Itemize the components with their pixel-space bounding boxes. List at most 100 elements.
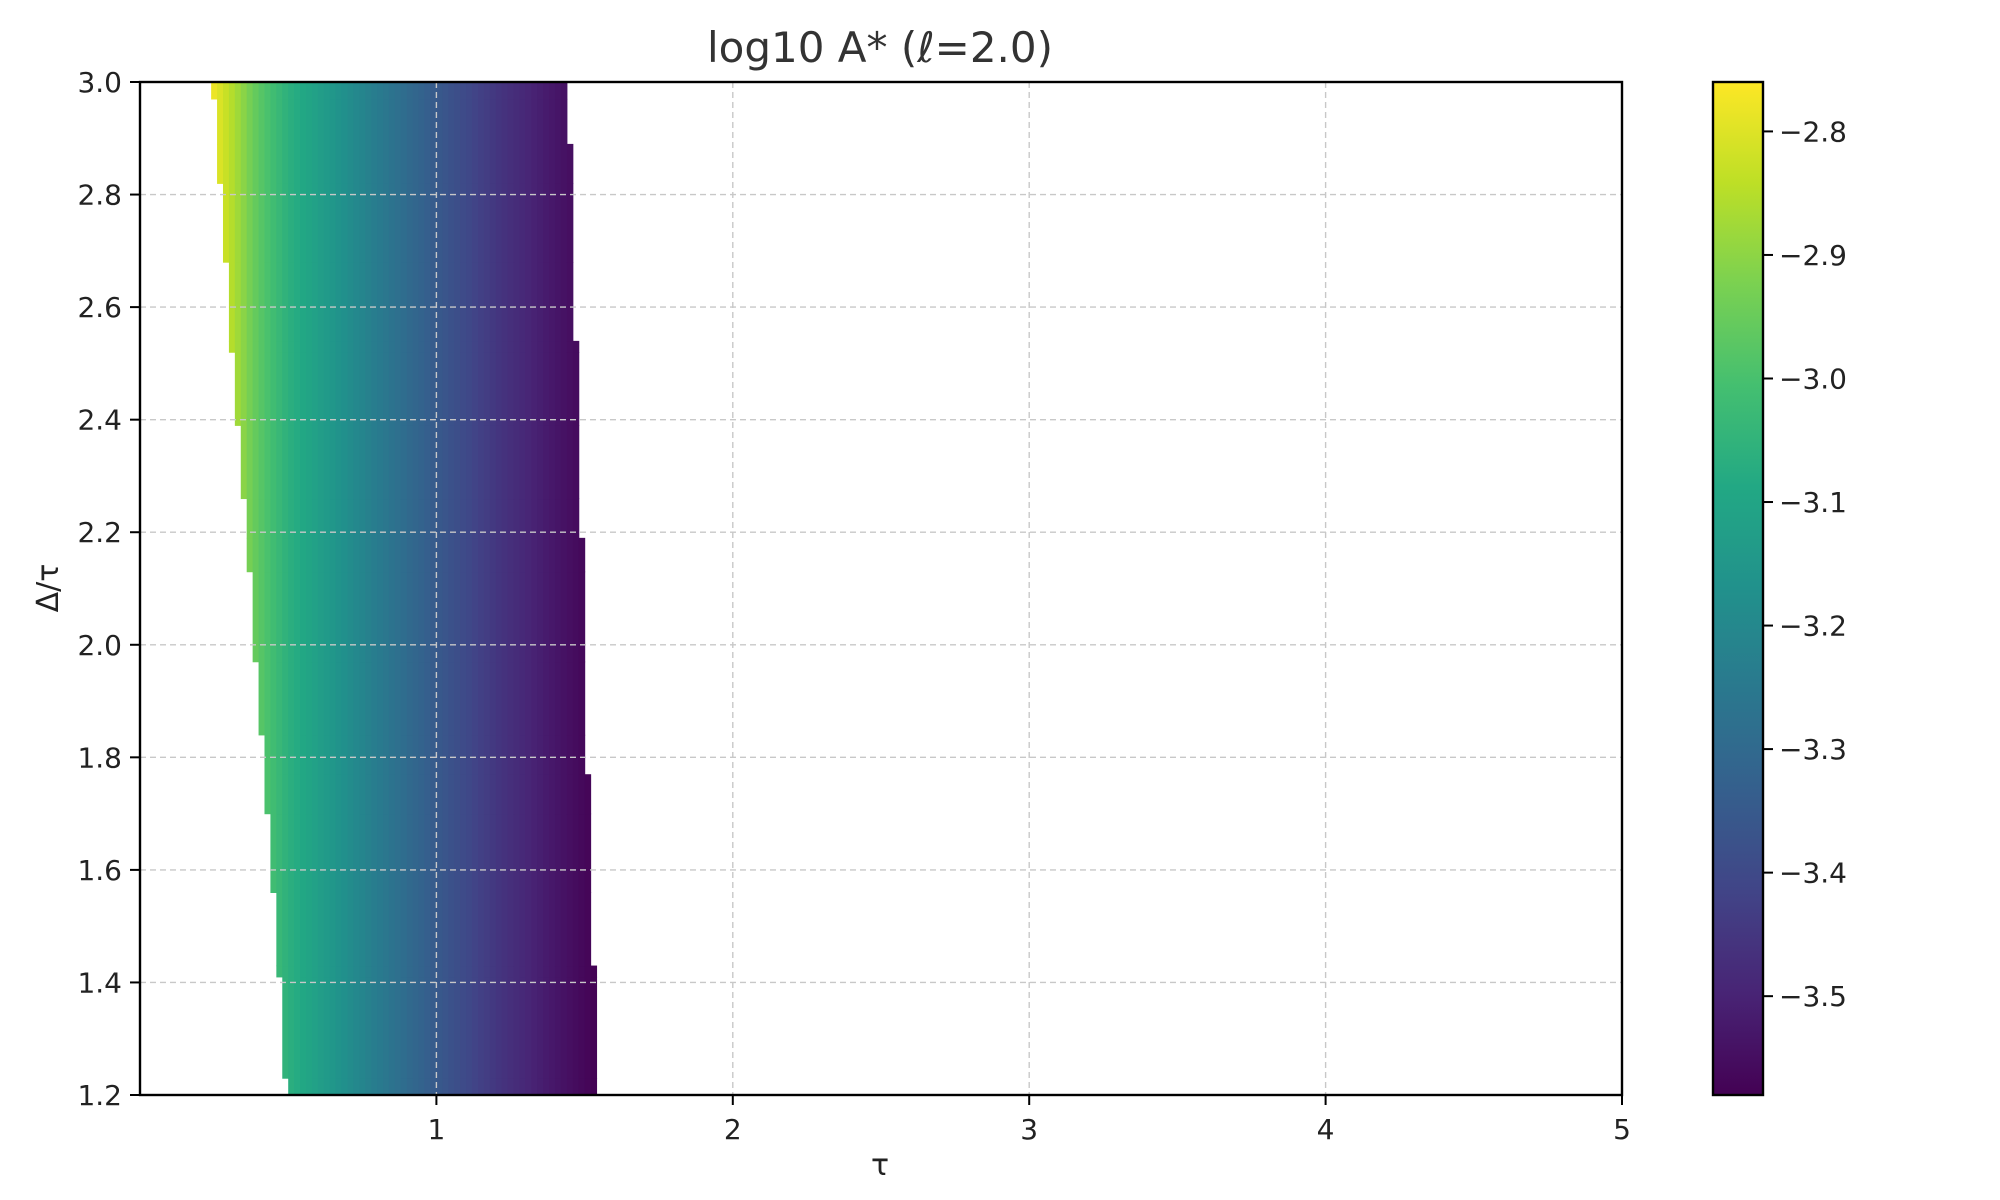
heatmap-cell bbox=[501, 183, 509, 263]
heatmap-cell bbox=[525, 82, 532, 100]
heatmap-cell bbox=[270, 661, 277, 736]
heatmap-cell bbox=[412, 352, 420, 426]
heatmap-cell bbox=[477, 813, 485, 893]
heatmap-cell bbox=[460, 143, 467, 184]
heatmap-cell bbox=[305, 734, 313, 775]
heatmap-cell bbox=[365, 571, 372, 663]
heatmap-cell bbox=[560, 571, 568, 663]
heatmap-cell bbox=[578, 734, 586, 775]
heatmap-cell bbox=[471, 425, 479, 500]
heatmap-cell bbox=[294, 571, 301, 663]
heatmap-cell bbox=[418, 340, 426, 353]
heatmap-cell bbox=[424, 571, 432, 663]
heatmap-cell bbox=[394, 498, 402, 539]
heatmap-cell bbox=[442, 183, 449, 263]
heatmap-cell bbox=[377, 352, 384, 426]
heatmap-cell bbox=[359, 1078, 366, 1096]
heatmap-cell bbox=[394, 183, 402, 263]
heatmap-cell bbox=[560, 498, 568, 539]
heatmap-cell bbox=[578, 537, 586, 573]
heatmap-cell bbox=[388, 813, 396, 893]
heatmap-cell bbox=[294, 262, 301, 342]
heatmap-cell bbox=[282, 340, 289, 353]
heatmap-cell bbox=[341, 965, 349, 978]
heatmap-cell bbox=[294, 82, 301, 100]
heatmap-cell bbox=[359, 262, 366, 342]
heatmap-cell bbox=[566, 498, 574, 539]
heatmap-cell bbox=[483, 537, 491, 573]
chart-title: log10 A* (ℓ=2.0) bbox=[707, 23, 1053, 72]
heatmap-cell bbox=[288, 537, 295, 573]
heatmap-cell bbox=[471, 734, 479, 775]
heatmap-cell bbox=[222, 143, 230, 184]
heatmap-cell bbox=[531, 352, 538, 426]
heatmap-cell bbox=[388, 571, 396, 663]
heatmap-cell bbox=[549, 976, 556, 1079]
heatmap-cell bbox=[388, 98, 396, 145]
heatmap-cell bbox=[311, 340, 319, 353]
heatmap-cell bbox=[377, 340, 384, 353]
heatmap-cell bbox=[294, 425, 301, 500]
heatmap-cell bbox=[471, 892, 479, 967]
heatmap-cell bbox=[418, 143, 426, 184]
heatmap-cell bbox=[276, 340, 283, 353]
heatmap-cell bbox=[335, 498, 343, 539]
heatmap-cell bbox=[430, 892, 437, 967]
heatmap-cell bbox=[442, 82, 449, 100]
heatmap-cell bbox=[388, 734, 396, 775]
heatmap-cell bbox=[442, 340, 449, 353]
heatmap-cell bbox=[323, 965, 331, 978]
heatmap-cell bbox=[383, 498, 390, 539]
heatmap-cell bbox=[329, 262, 337, 342]
heatmap-cell bbox=[264, 774, 272, 815]
heatmap-cell bbox=[300, 661, 307, 736]
heatmap-cell bbox=[507, 734, 515, 775]
heatmap-cell bbox=[341, 571, 349, 663]
heatmap-cell bbox=[537, 498, 544, 539]
heatmap-cell bbox=[377, 143, 384, 184]
heatmap-cell bbox=[454, 976, 461, 1079]
heatmap-cell bbox=[424, 425, 432, 500]
heatmap-cell bbox=[554, 1078, 562, 1096]
heatmap-cell bbox=[394, 965, 402, 978]
heatmap-cell bbox=[543, 976, 550, 1079]
heatmap-cell bbox=[258, 183, 266, 263]
heatmap-cell bbox=[572, 1078, 580, 1096]
heatmap-cell bbox=[436, 262, 443, 342]
heatmap-cell bbox=[335, 352, 343, 426]
heatmap-cell bbox=[471, 1078, 479, 1096]
heatmap-cell bbox=[353, 183, 360, 263]
heatmap-cell bbox=[560, 661, 568, 736]
heatmap-cell bbox=[311, 892, 319, 967]
heatmap-cell bbox=[566, 892, 574, 967]
heatmap-cell bbox=[554, 262, 562, 342]
heatmap-cell bbox=[270, 82, 277, 100]
heatmap-cell bbox=[436, 82, 443, 100]
heatmap-cell bbox=[513, 1078, 520, 1096]
heatmap-cell bbox=[371, 734, 378, 775]
heatmap-cell bbox=[282, 571, 289, 663]
heatmap-cell bbox=[418, 425, 426, 500]
heatmap-cell bbox=[329, 98, 337, 145]
heatmap-cell bbox=[554, 571, 562, 663]
heatmap-cell bbox=[377, 498, 384, 539]
heatmap-cell bbox=[519, 813, 526, 893]
heatmap-cell bbox=[554, 892, 562, 967]
heatmap-cell bbox=[252, 98, 260, 145]
heatmap-cell bbox=[525, 892, 532, 967]
heatmap-cell bbox=[549, 340, 556, 353]
heatmap-cell bbox=[377, 965, 384, 978]
heatmap-cell bbox=[317, 571, 325, 663]
heatmap-cell bbox=[513, 425, 520, 500]
heatmap-cell bbox=[300, 340, 307, 353]
heatmap-cell bbox=[341, 183, 349, 263]
heatmap-cell bbox=[252, 537, 260, 573]
heatmap-cell bbox=[383, 774, 390, 815]
heatmap-cell bbox=[560, 340, 568, 353]
heatmap-cell bbox=[406, 892, 414, 967]
heatmap-cell bbox=[276, 813, 283, 893]
heatmap-cell bbox=[442, 352, 449, 426]
heatmap-cell bbox=[448, 262, 455, 342]
heatmap-cell bbox=[418, 976, 426, 1079]
heatmap-cell bbox=[460, 892, 467, 967]
